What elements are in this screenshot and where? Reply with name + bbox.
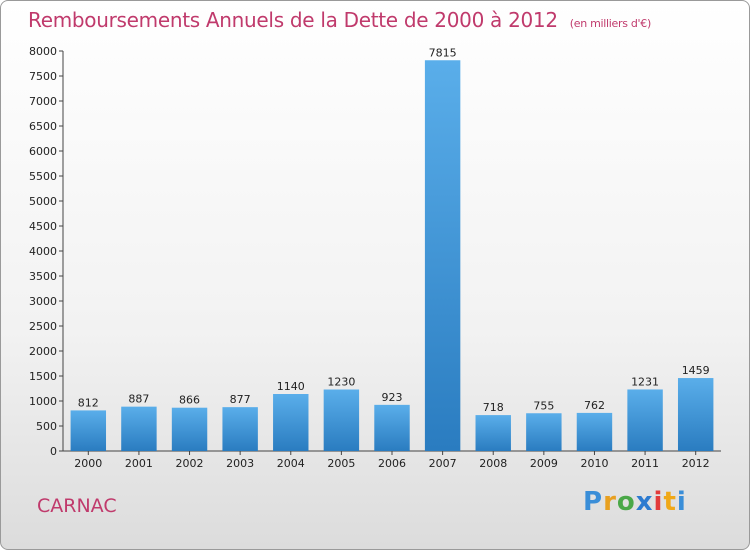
y-tick-label: 4000 (29, 245, 57, 258)
y-tick-label: 3500 (29, 270, 57, 283)
y-tick-label: 3000 (29, 295, 57, 308)
town-name: CARNAC (37, 495, 117, 517)
y-tick-label: 8000 (29, 45, 57, 58)
y-tick-label: 500 (36, 420, 57, 433)
y-tick-label: 6000 (29, 145, 57, 158)
data-label-2010: 762 (584, 399, 605, 412)
y-tick-label: 2500 (29, 320, 57, 333)
logo-letter: i (653, 487, 664, 517)
data-label-2000: 812 (78, 396, 99, 409)
x-tick-label-2011: 2011 (631, 457, 659, 470)
logo-letter: r (603, 487, 617, 517)
y-tick-label: 5500 (29, 170, 57, 183)
chart-title-text: Remboursements Annuels de la Dette de 20… (28, 8, 558, 32)
data-label-2011: 1231 (631, 375, 659, 388)
bar-2004 (273, 394, 309, 451)
data-label-2001: 887 (128, 393, 149, 406)
data-label-2005: 1230 (327, 376, 355, 389)
x-tick-label-2006: 2006 (378, 457, 406, 470)
data-labels: 812 887 866 877 1140 1230 923 7815 718 755 762 1231… (78, 46, 710, 414)
data-label-2002: 866 (179, 394, 200, 407)
bar-2007 (424, 60, 461, 451)
y-tick-label: 5000 (29, 195, 57, 208)
bar-2011 (627, 389, 663, 451)
proxiti-logo: Proxiti (583, 487, 687, 517)
bar-2001 (121, 406, 157, 451)
data-label-2012: 1459 (682, 364, 710, 377)
y-tick-label: 6500 (29, 120, 57, 133)
x-tick-label-2003: 2003 (226, 457, 254, 470)
bars (70, 60, 714, 451)
x-tick-label-2004: 2004 (277, 457, 305, 470)
axes: 0 500 1000 1500 2000 2500 3000 3500 4000 4500 5000… (29, 45, 721, 470)
bar-2012 (677, 378, 714, 451)
y-tick-label: 7500 (29, 70, 57, 83)
bar-2000 (70, 410, 107, 451)
x-tick-label-2012: 2012 (682, 457, 710, 470)
data-label-2006: 923 (382, 391, 403, 404)
data-label-2004: 1140 (277, 380, 305, 393)
logo-letter: o (616, 487, 636, 517)
x-tick-label-2010: 2010 (580, 457, 608, 470)
x-tick-label-2009: 2009 (530, 457, 558, 470)
x-tick-label-2007: 2007 (429, 457, 457, 470)
x-tick-label-2008: 2008 (479, 457, 507, 470)
logo-letter: t (663, 487, 677, 517)
chart-title: Remboursements Annuels de la Dette de 20… (28, 8, 651, 32)
data-label-2007: 7815 (429, 46, 457, 59)
y-tick-label: 1500 (29, 370, 57, 383)
bar-2005 (323, 389, 360, 451)
x-tick-label-2002: 2002 (176, 457, 204, 470)
data-label-2009: 755 (533, 399, 554, 412)
y-tick-label: 1000 (29, 395, 57, 408)
bar-2008 (475, 415, 511, 451)
logo-letter: x (635, 487, 654, 517)
logo-letter: P (583, 487, 604, 517)
y-tick-label: 4500 (29, 220, 57, 233)
y-tick-label: 0 (50, 445, 57, 458)
bar-2010 (576, 412, 613, 451)
bar-2009 (526, 413, 562, 451)
x-tick-label-2000: 2000 (74, 457, 102, 470)
bar-2003 (222, 407, 258, 451)
data-label-2003: 877 (230, 393, 251, 406)
bar-2006 (374, 404, 410, 451)
x-tick-label-2001: 2001 (125, 457, 153, 470)
y-tick-label: 2000 (29, 345, 57, 358)
y-tick-label: 7000 (29, 95, 57, 108)
x-tick-label-2005: 2005 (327, 457, 355, 470)
bar-2002 (171, 407, 208, 451)
logo-letter: i (676, 487, 687, 517)
data-label-2008: 718 (483, 401, 504, 414)
chart-subtitle: (en milliers d'€) (569, 17, 651, 30)
